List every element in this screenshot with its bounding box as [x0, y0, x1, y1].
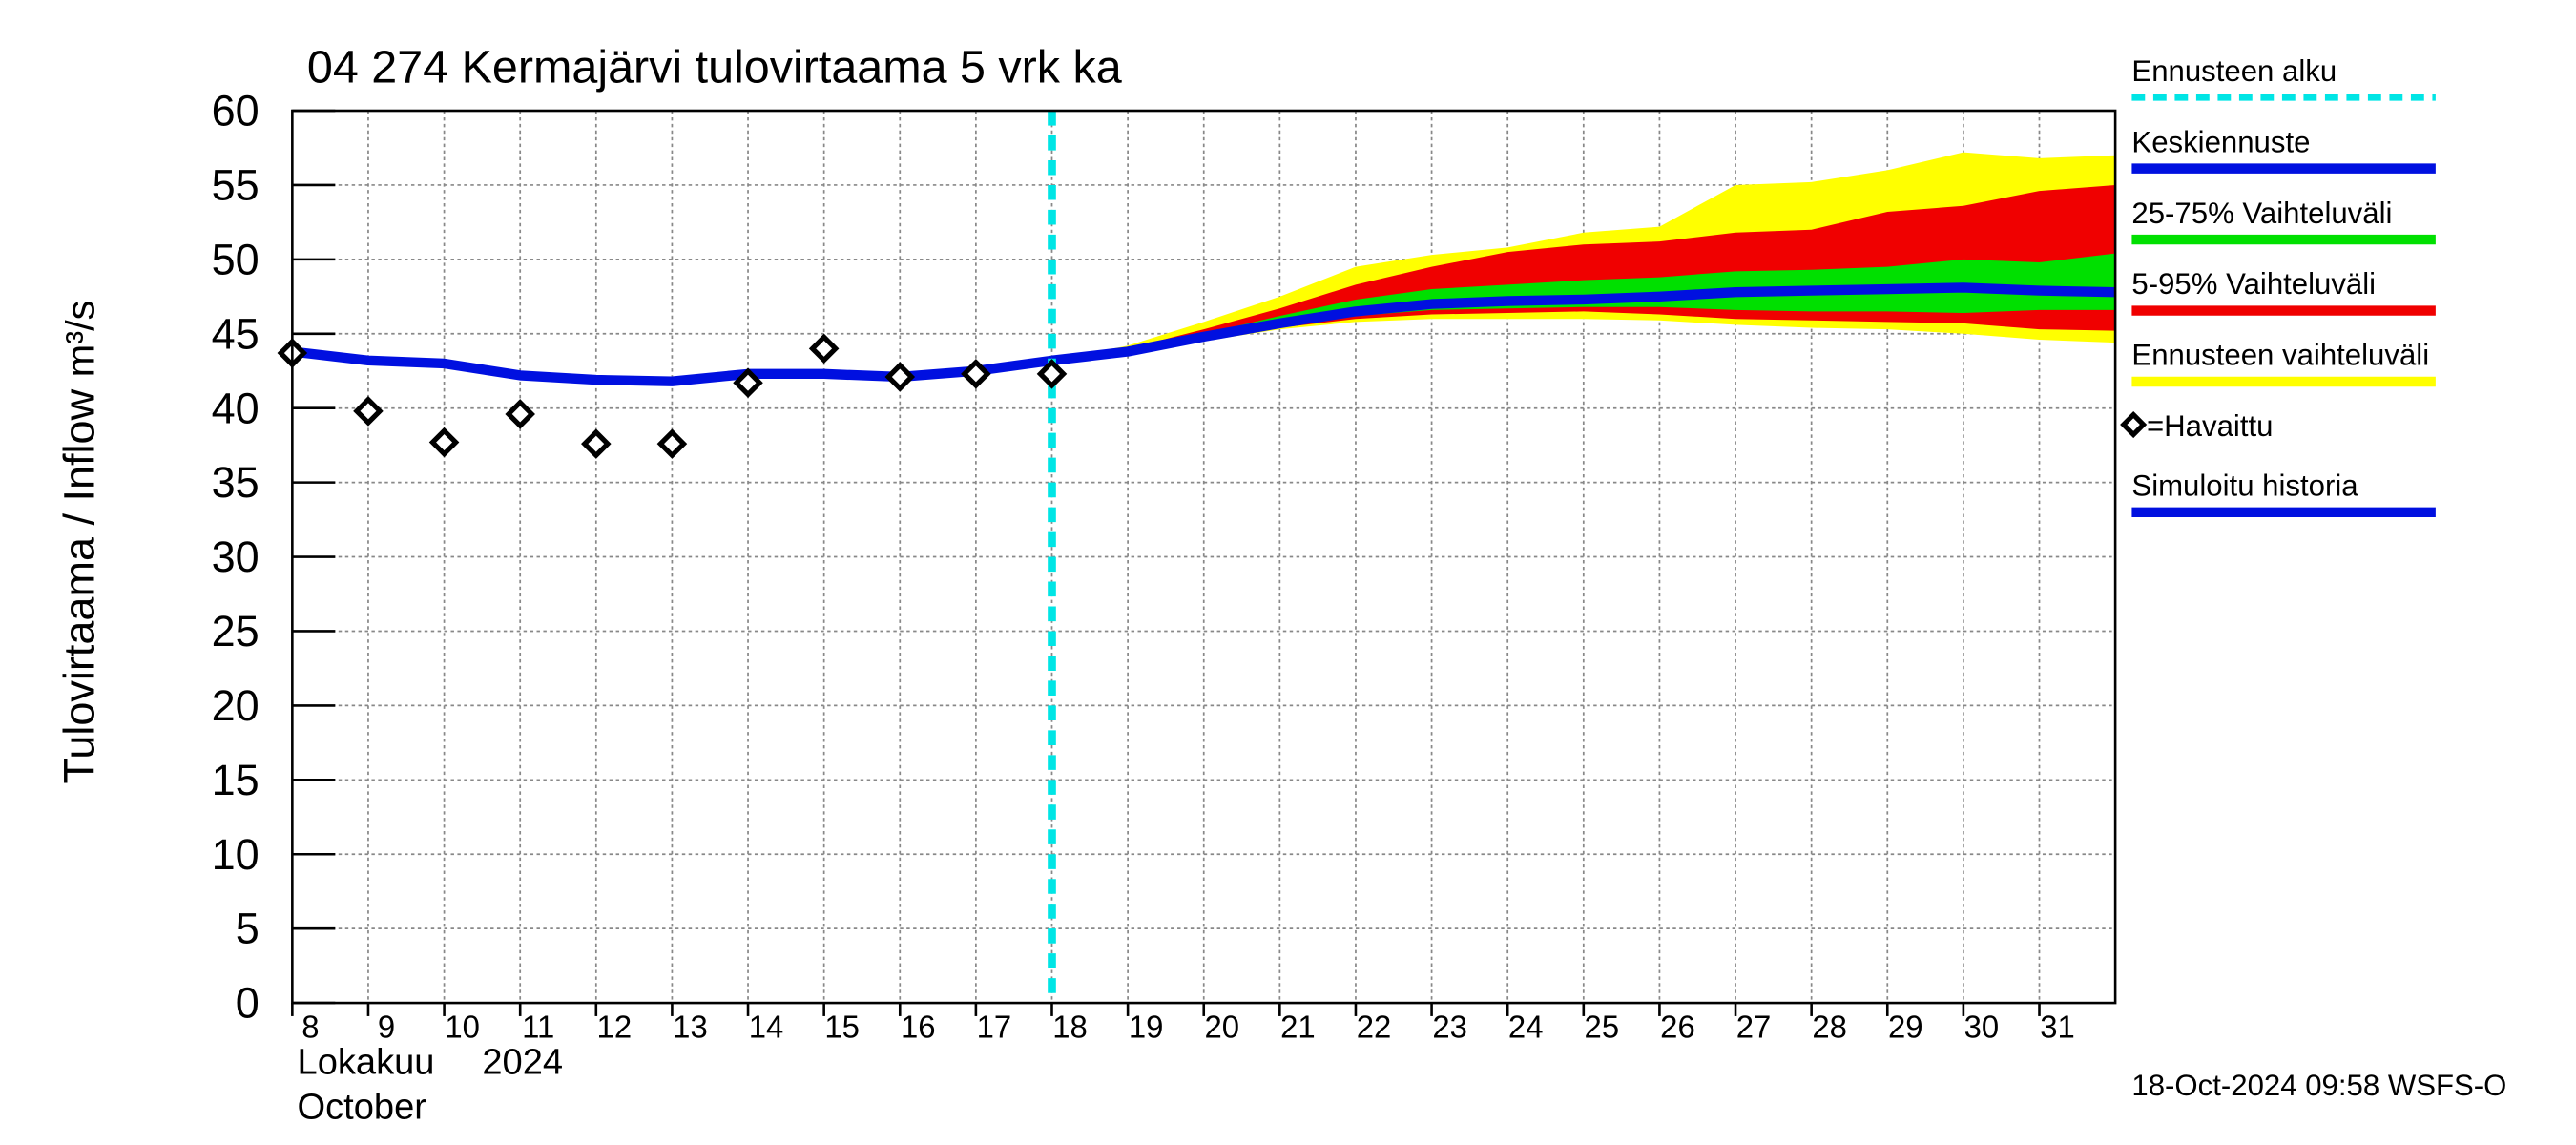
legend-label: =Havaittu: [2147, 409, 2273, 443]
band: [1051, 253, 2116, 361]
legend-label: Ennusteen vaihteluväli: [2131, 339, 2429, 372]
year: 2024: [482, 1043, 563, 1083]
observed-marker: [733, 367, 763, 399]
observed-marker: [581, 428, 612, 459]
y-tick-label: 30: [212, 532, 260, 581]
legend-marker: [2120, 410, 2148, 439]
x-tick-label: 12: [597, 1009, 633, 1044]
x-tick-label: 21: [1280, 1009, 1316, 1044]
y-tick-label: 50: [212, 235, 260, 283]
x-tick-label: 13: [673, 1009, 708, 1044]
y-tick-label: 10: [212, 830, 260, 879]
x-tick-label: 10: [445, 1009, 480, 1044]
y-axis-unit: m³/s: [58, 301, 103, 378]
x-tick-label: 26: [1660, 1009, 1695, 1044]
month-en: October: [298, 1087, 427, 1127]
x-tick-label: 22: [1357, 1009, 1392, 1044]
observed-marker: [428, 427, 460, 458]
legend-label: Simuloitu historia: [2131, 468, 2358, 502]
observed-marker: [1036, 359, 1068, 389]
observed-marker: [505, 399, 535, 429]
observed-marker: [353, 396, 384, 427]
legend-label: 25-75% Vaihteluväli: [2131, 197, 2392, 230]
y-axis-label: Tulovirtaama / Inflow: [55, 388, 104, 783]
line: [1050, 282, 2116, 365]
x-tick-label: 27: [1736, 1009, 1772, 1044]
legend-label: 5-95% Vaihteluväli: [2131, 267, 2376, 301]
y-tick-label: 45: [212, 309, 260, 358]
plot-frame: [291, 109, 2117, 1005]
x-tick-label: 9: [378, 1009, 395, 1044]
chart-title: 04 274 Kermajärvi tulovirtaama 5 vrk ka: [307, 42, 1122, 94]
observed-marker: [656, 428, 688, 459]
x-tick-label: 19: [1129, 1009, 1164, 1044]
x-tick-label: 23: [1432, 1009, 1467, 1044]
y-tick-label: 55: [212, 161, 260, 210]
y-tick-label: 60: [212, 87, 260, 135]
y-tick-label: 20: [212, 681, 260, 730]
y-tick-label: 5: [236, 905, 260, 953]
y-tick-label: 25: [212, 607, 260, 656]
x-tick-label: 8: [301, 1009, 319, 1044]
legend-label: Keskiennuste: [2131, 125, 2310, 158]
y-tick-label: 0: [236, 979, 260, 1028]
observed-marker: [808, 333, 840, 364]
y-tick-label: 35: [212, 458, 260, 507]
x-tick-label: 17: [977, 1009, 1012, 1044]
month-fi: Lokakuu: [298, 1043, 435, 1083]
y-tick-label: 40: [212, 384, 260, 432]
x-tick-label: 14: [749, 1009, 784, 1044]
observed-marker: [884, 362, 916, 392]
legend-label: Ennusteen alku: [2131, 54, 2337, 88]
x-tick-label: 29: [1888, 1009, 1923, 1044]
x-tick-label: 20: [1204, 1009, 1239, 1044]
x-tick-label: 11: [522, 1009, 554, 1044]
x-tick-label: 18: [1052, 1009, 1088, 1044]
x-tick-label: 16: [901, 1009, 936, 1044]
x-tick-label: 30: [1964, 1009, 2000, 1044]
observed-marker: [961, 359, 991, 389]
x-tick-label: 25: [1585, 1009, 1620, 1044]
x-tick-label: 28: [1812, 1009, 1847, 1044]
y-tick-label: 15: [212, 756, 260, 804]
line: [291, 346, 1053, 386]
x-tick-label: 24: [1508, 1009, 1544, 1044]
x-tick-label: 31: [2040, 1009, 2075, 1044]
x-tick-label: 15: [824, 1009, 860, 1044]
footer: 18-Oct-2024 09:58 WSFS-O: [2131, 1069, 2506, 1102]
